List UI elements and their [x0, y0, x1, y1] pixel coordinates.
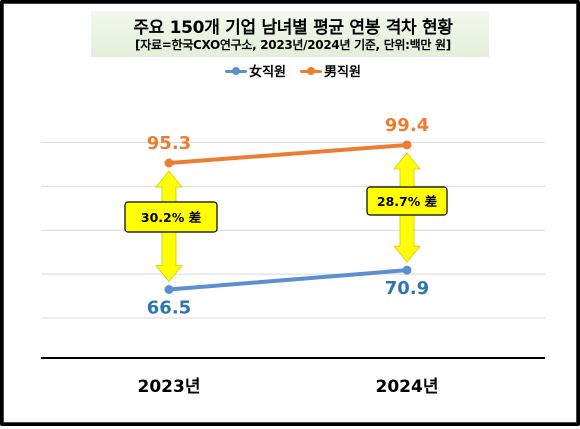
- gap-annotation-box: [366, 186, 448, 216]
- data-label-male: 99.4: [385, 115, 429, 136]
- legend-label-female: 女직원: [249, 65, 286, 80]
- chart-subtitle: [자료=한국CXO연구소, 2023년/2024년 기준, 단위:백만 원]: [135, 38, 451, 52]
- x-tick-label: 2023년: [138, 377, 201, 397]
- data-point-male: [164, 158, 174, 168]
- legend-item-male: 男직원: [300, 61, 361, 80]
- series-line-male: [167, 142, 409, 165]
- data-point-male: [402, 140, 412, 150]
- legend-label-male: 男직원: [324, 65, 361, 80]
- gap-annotation-label: 30.2% 差: [141, 210, 201, 225]
- x-tick-label: 2024년: [376, 377, 439, 397]
- legend-swatch-female: [225, 65, 248, 77]
- data-point-female: [164, 285, 174, 294]
- series-line-female: [167, 268, 409, 292]
- legend-swatch-male: [300, 65, 322, 77]
- chart-legend: 女직원 男직원: [3, 61, 580, 80]
- gap-annotation-box: [124, 201, 218, 233]
- data-label-male: 95.3: [147, 133, 191, 154]
- data-label-female: 66.5: [147, 298, 191, 319]
- line-chart: 2023년 2024년 66.5 70.9 95.3 99.4 30.2% 差 28.7% 差: [41, 115, 545, 397]
- title-background: [91, 11, 489, 57]
- gap-annotation-label: 28.7% 差: [377, 194, 437, 209]
- legend-item-female: 女직원: [225, 61, 286, 80]
- data-label-female: 70.9: [385, 278, 429, 299]
- data-point-female: [402, 265, 412, 275]
- chart-title: 주요 150개 기업 남녀별 평균 연봉 격차 현황: [133, 18, 453, 38]
